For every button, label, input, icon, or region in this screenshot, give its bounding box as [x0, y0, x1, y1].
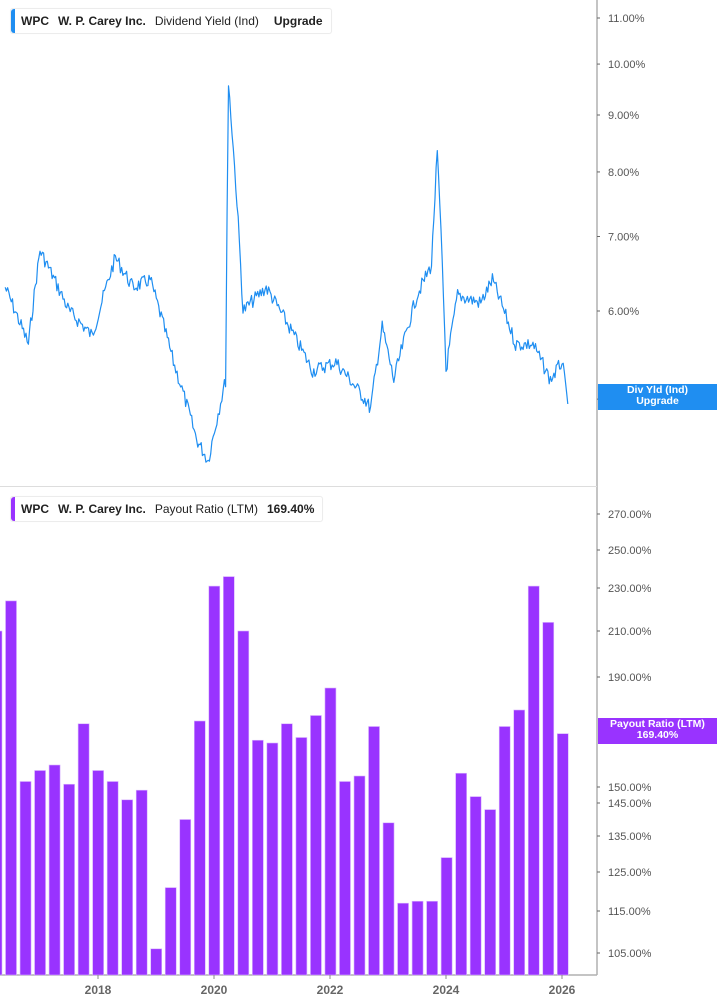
legend-ticker: WPC [21, 14, 49, 28]
payout-ratio-bar[interactable] [469, 796, 482, 976]
payout-ratio-bar[interactable] [5, 600, 17, 976]
payout-ratio-bar[interactable] [353, 775, 366, 976]
payout-ratio-bar[interactable] [426, 900, 438, 976]
legend-ticker: WPC [21, 502, 49, 516]
y-tick-label: 125.00% [608, 867, 652, 879]
series-color-swatch [11, 497, 15, 521]
payout-ratio-bar[interactable] [382, 822, 395, 976]
payout-ratio-bar[interactable] [150, 948, 163, 976]
x-tick-label: 2022 [317, 983, 344, 997]
payout-ratio-bar[interactable] [193, 720, 206, 976]
payout-ratio-bar[interactable] [556, 733, 569, 976]
payout-ratio-bar[interactable] [0, 630, 3, 976]
x-tick-label: 2018 [85, 983, 112, 997]
payout-ratio-bar[interactable] [295, 737, 308, 976]
payout-ratio-bar[interactable] [542, 622, 555, 976]
payout-ratio-bar[interactable] [92, 770, 104, 976]
payout-ratio-bar[interactable] [368, 726, 380, 976]
payout-ratio-bar[interactable] [324, 687, 337, 976]
y-tick-label: 150.00% [608, 782, 652, 794]
legend-company: W. P. Carey Inc. [58, 502, 146, 516]
payout-ratio-bar[interactable] [513, 709, 526, 976]
payout-ratio-bar[interactable] [135, 789, 148, 976]
legend-company: W. P. Carey Inc. [58, 14, 146, 28]
payout-ratio-panel: 270.00% 250.00% 230.00% 210.00% 190.00% 150.0… [0, 487, 717, 1005]
y-tick-label: 11.00% [608, 13, 645, 25]
dividend-yield-chart[interactable]: 11.00%10.00%9.00%8.00%7.00%6.00%5.00% [0, 0, 717, 487]
payout-ratio-bar[interactable] [121, 799, 133, 976]
payout-ratio-bar[interactable] [63, 783, 75, 976]
flag-upgrade[interactable]: Upgrade [636, 395, 679, 407]
y-tick-label: 145.00% [608, 798, 652, 810]
payout-ratio-bar[interactable] [411, 900, 424, 976]
payout-ratio-bar[interactable] [77, 723, 90, 976]
payout-ratio-chart[interactable]: 270.00% 250.00% 230.00% 210.00% 190.00% 150.0… [0, 487, 717, 1005]
payout-ratio-bar[interactable] [34, 770, 46, 976]
legend-value: 169.40% [266, 502, 315, 516]
payout-ratio-bar[interactable] [527, 585, 540, 976]
y-tick-label: 210.00% [608, 626, 652, 638]
y-tick-label: 190.00% [608, 672, 652, 684]
payout-ratio-bar[interactable] [252, 739, 264, 976]
payout-ratio-bar[interactable] [440, 857, 453, 976]
y-tick-label: 250.00% [608, 545, 652, 557]
payout-ratio-bar[interactable] [208, 585, 221, 976]
payout-ratio-bar[interactable] [455, 772, 467, 976]
payout-ratio-bar[interactable] [484, 809, 496, 976]
y-tick-label: 6.00% [608, 306, 639, 318]
flag-value: 169.40% [636, 729, 679, 741]
dividend-yield-legend: WPC W. P. Carey Inc. Dividend Yield (Ind… [10, 8, 332, 34]
payout-ratio-bar[interactable] [397, 902, 409, 976]
x-tick-label: 2024 [433, 983, 460, 997]
dividend-yield-panel: 11.00%10.00%9.00%8.00%7.00%6.00%5.00% WP… [0, 0, 717, 487]
payout-ratio-bar[interactable] [223, 576, 235, 976]
payout-ratio-bar[interactable] [164, 887, 177, 976]
payout-ratio-bar[interactable] [19, 781, 32, 976]
x-tick-label: 2020 [201, 983, 228, 997]
legend-metric: Dividend Yield (Ind) [154, 14, 259, 28]
payout-ratio-bar[interactable] [310, 715, 322, 976]
payout-ratio-legend: WPC W. P. Carey Inc. Payout Ratio (LTM) … [10, 496, 324, 522]
y-tick-label: 8.00% [608, 167, 639, 179]
y-tick-label: 230.00% [608, 583, 652, 595]
legend-upgrade-link[interactable]: Upgrade [273, 14, 323, 28]
payout-ratio-bar[interactable] [339, 781, 351, 976]
y-tick-label: 105.00% [608, 948, 652, 960]
y-tick-label: 9.00% [608, 110, 639, 122]
dividend-yield-value-flag: Div Yld (Ind) Upgrade [598, 384, 717, 410]
payout-ratio-value-flag: Payout Ratio (LTM) 169.40% [598, 718, 717, 744]
payout-ratio-bar[interactable] [266, 742, 279, 976]
y-tick-label: 270.00% [608, 509, 652, 521]
payout-ratio-bar[interactable] [281, 723, 293, 976]
payout-ratio-bar[interactable] [48, 764, 61, 976]
y-tick-label: 7.00% [608, 231, 639, 243]
y-tick-label: 10.00% [608, 59, 646, 71]
payout-ratio-bar[interactable] [237, 630, 250, 976]
series-color-swatch [11, 9, 15, 33]
legend-metric: Payout Ratio (LTM) [154, 502, 258, 516]
payout-ratio-bar[interactable] [179, 819, 192, 976]
panel-divider[interactable] [0, 486, 597, 487]
y-tick-label: 115.00% [608, 906, 651, 918]
x-tick-label: 2026 [549, 983, 576, 997]
flag-label: Payout Ratio (LTM) [610, 718, 705, 730]
y-tick-label: 135.00% [608, 831, 652, 843]
payout-ratio-bar[interactable] [498, 726, 511, 976]
payout-ratio-bar[interactable] [106, 781, 119, 976]
dividend-yield-line[interactable] [4, 85, 569, 463]
flag-label: Div Yld (Ind) [626, 384, 689, 396]
